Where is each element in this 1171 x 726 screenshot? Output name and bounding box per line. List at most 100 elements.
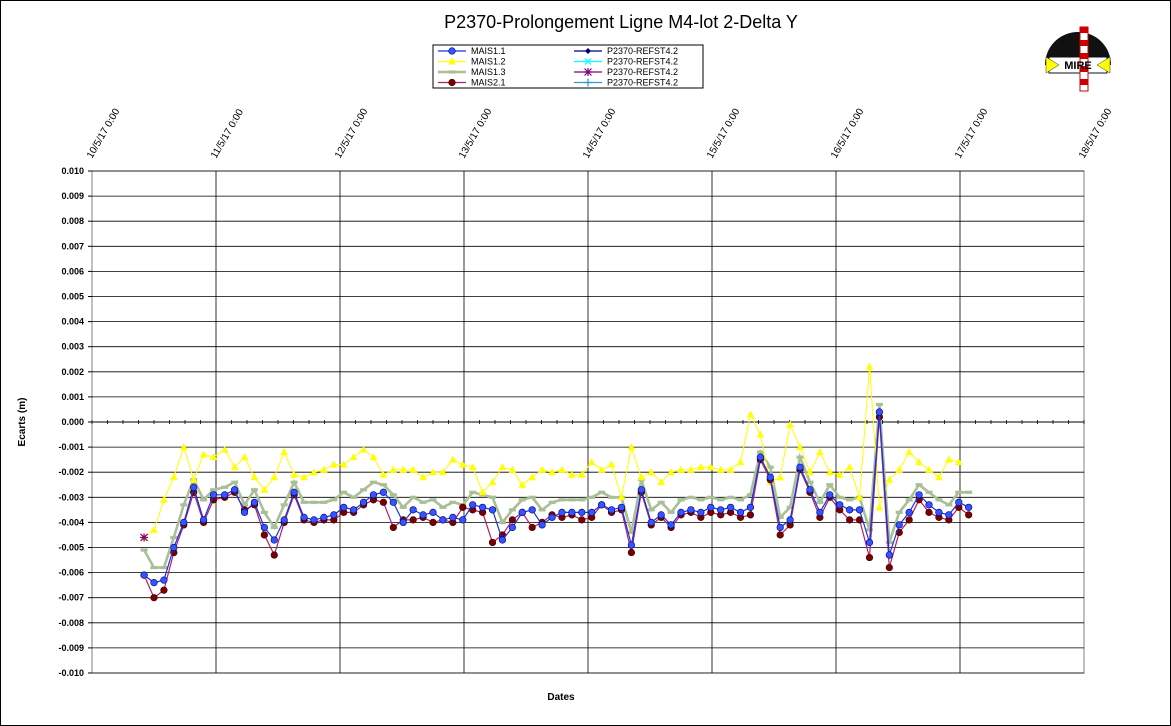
data-point [379, 488, 388, 496]
data-point [508, 516, 516, 524]
y-axis-label: Ecarts (m) [17, 398, 28, 447]
x-tick-label: 15/5/17 0:00 [705, 106, 743, 160]
data-point [429, 518, 437, 527]
y-tick-label: -0.007 [58, 593, 84, 603]
data-point [389, 498, 397, 506]
data-point [597, 465, 606, 473]
data-point [250, 473, 259, 481]
data-point [637, 473, 646, 481]
data-point [360, 488, 368, 492]
y-axis: 0.010 0.009 0.008 0.007 0.006 0.005 0.004 0.003… [58, 166, 92, 678]
data-point [369, 480, 377, 484]
data-point [160, 576, 168, 584]
data-point [608, 495, 616, 499]
data-point [339, 460, 348, 468]
data-point [935, 508, 943, 516]
data-point [270, 525, 278, 530]
data-point [399, 465, 408, 473]
data-point [875, 408, 884, 416]
x-tick-label: 10/5/17 0:00 [85, 106, 123, 160]
series-group [140, 362, 973, 602]
y-tick-label: -0.010 [58, 668, 84, 678]
data-point [865, 538, 874, 547]
data-point [786, 505, 794, 509]
data-point [617, 503, 626, 511]
data-point [835, 470, 844, 478]
data-point [439, 516, 447, 524]
data-point [736, 458, 745, 466]
data-point [826, 491, 834, 499]
data-point [746, 503, 755, 511]
data-point [209, 491, 218, 499]
data-point [935, 498, 943, 502]
data-point [558, 465, 566, 473]
x-axis-label: Dates [547, 692, 575, 703]
data-point [170, 535, 178, 540]
data-point [558, 508, 566, 516]
data-point [945, 455, 953, 463]
data-point [150, 525, 158, 533]
data-point [637, 486, 645, 494]
data-point [419, 511, 427, 519]
data-point [826, 468, 834, 476]
x-tick-label: 11/5/17 0:00 [209, 107, 246, 160]
data-point [796, 455, 804, 459]
data-point [469, 501, 477, 509]
data-point [150, 594, 158, 602]
data-point [389, 493, 397, 497]
data-point [468, 463, 477, 471]
data-point [955, 498, 963, 506]
data-point [210, 488, 218, 492]
data-point [429, 498, 437, 502]
data-point [865, 362, 874, 370]
data-point [290, 488, 298, 496]
data-point [409, 495, 417, 499]
data-point [885, 475, 894, 483]
data-point [459, 503, 467, 511]
data-point [885, 540, 893, 545]
data-point [359, 445, 368, 453]
data-point [717, 506, 725, 514]
data-point [766, 465, 774, 469]
legend-label: MAIS1.1 [471, 46, 506, 56]
data-point [140, 548, 148, 552]
data-point [528, 495, 536, 499]
data-point [578, 470, 586, 478]
data-point [756, 450, 764, 454]
data-point [915, 458, 923, 466]
x-tick-label: 13/5/17 0:00 [457, 106, 495, 160]
y-tick-label: 0.008 [61, 216, 84, 226]
data-point [677, 498, 685, 502]
data-point [280, 503, 288, 507]
data-point [250, 488, 258, 492]
data-point [180, 518, 188, 527]
data-point [568, 470, 576, 478]
data-point [528, 506, 536, 514]
data-point [310, 516, 318, 524]
data-point [925, 490, 933, 494]
data-point [240, 508, 249, 516]
data-point [508, 523, 516, 532]
data-point [449, 500, 457, 504]
data-point [915, 491, 923, 499]
data-point [706, 463, 715, 471]
x-tick-label: 14/5/17 0:00 [581, 106, 619, 160]
data-point [578, 516, 586, 524]
data-point [578, 498, 586, 502]
data-point [607, 460, 616, 468]
data-point [677, 508, 685, 516]
data-point [469, 490, 477, 494]
data-point [925, 465, 933, 473]
data-point [727, 495, 735, 499]
data-point [240, 453, 249, 461]
data-point [816, 448, 824, 456]
data-point [459, 516, 467, 524]
data-point [260, 510, 268, 514]
data-point [865, 528, 873, 532]
data-point [340, 490, 348, 494]
data-point [707, 503, 715, 511]
data-point [190, 483, 198, 491]
data-point [230, 463, 239, 471]
